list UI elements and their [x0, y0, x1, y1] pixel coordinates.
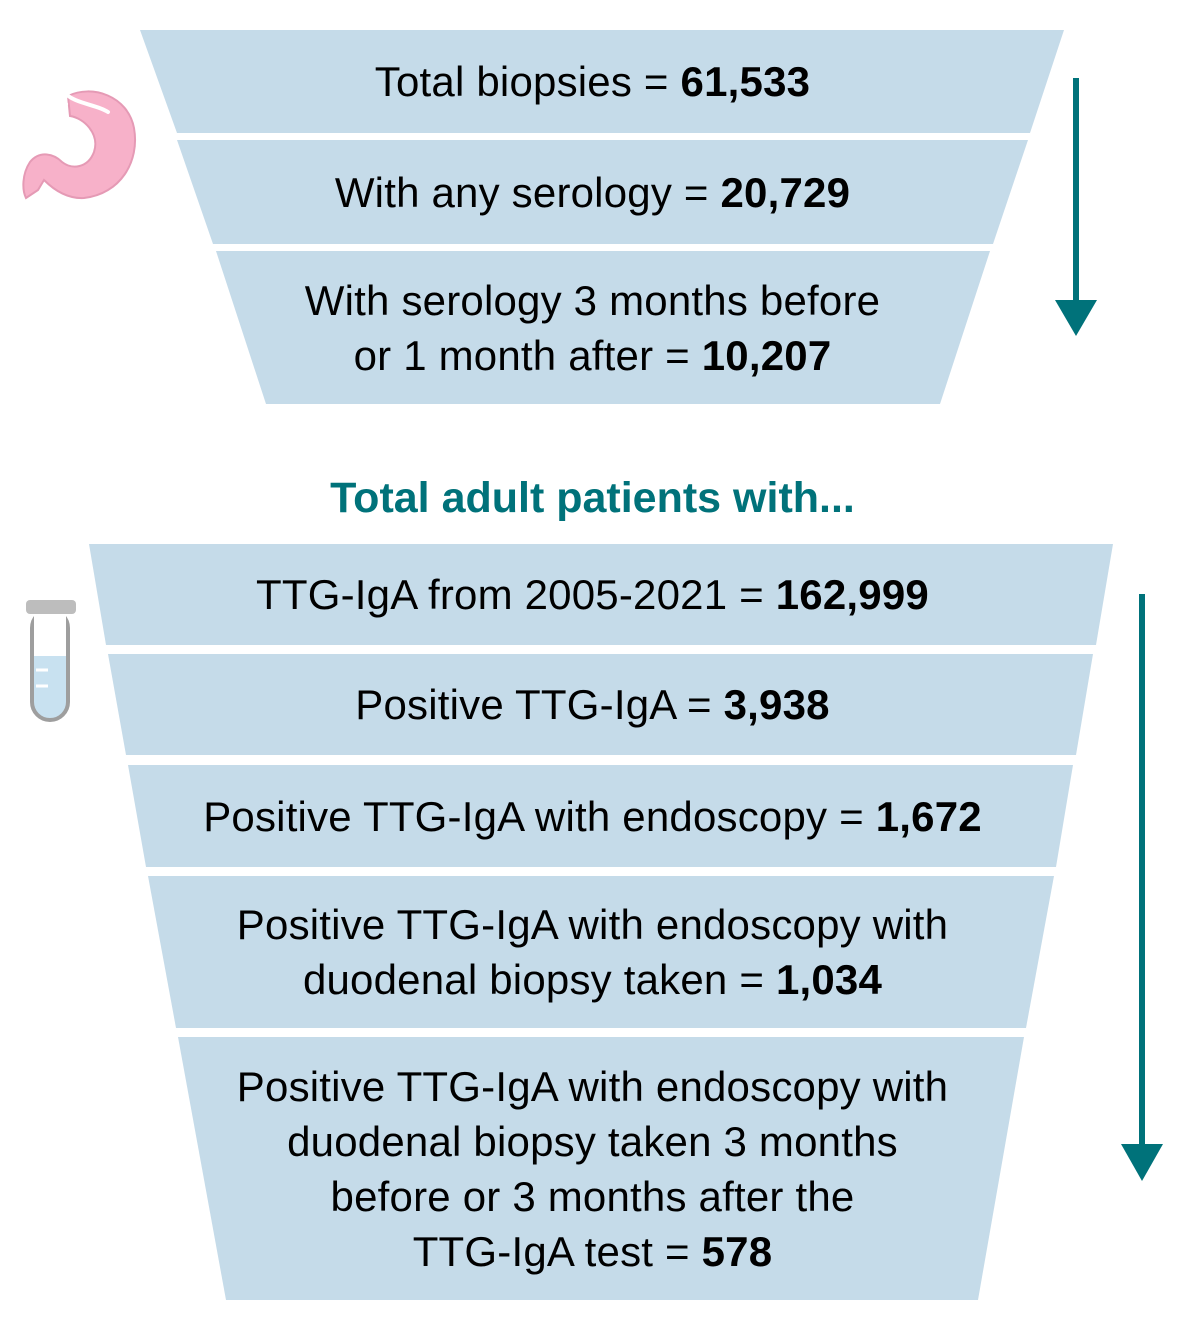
label-text: With any serology = — [334, 168, 721, 216]
label-line: Positive TTG-IgA with endoscopy with — [237, 1059, 948, 1114]
label-line: Total biopsies = 61,533 — [375, 54, 810, 109]
count-value: 578 — [701, 1227, 773, 1275]
label-text: duodenal biopsy taken 3 months — [287, 1117, 898, 1165]
count-value: 20,729 — [720, 168, 851, 216]
funnel-bottom-label: Positive TTG-IgA with endoscopy = 1,672 — [0, 765, 1185, 867]
count-value: 3,938 — [723, 681, 830, 728]
funnel-top-label: Total biopsies = 61,533 — [0, 30, 1185, 133]
label-line: With any serology = 20,729 — [335, 165, 850, 220]
funnel-bottom-label: Positive TTG-IgA with endoscopy with duod… — [0, 876, 1185, 1028]
section-heading: Total adult patients with... — [330, 473, 855, 522]
label-text: Positive TTG-IgA with endoscopy = — [203, 792, 876, 840]
label-text: TTG-IgA from 2005-2021 = — [256, 571, 776, 618]
label-line: before or 3 months after the — [237, 1169, 948, 1224]
count-value: 162,999 — [775, 571, 929, 618]
stomach-icon — [22, 86, 136, 200]
funnel-bottom-label: TTG-IgA from 2005-2021 = 162,999 — [0, 544, 1185, 645]
label-text: TTG-IgA test = — [412, 1227, 702, 1275]
arrow-down-icon — [1121, 594, 1163, 1181]
arrow-down-icon — [1055, 78, 1097, 336]
label-text: Total biopsies = — [374, 58, 681, 105]
label-line: Positive TTG-IgA with endoscopy = 1,672 — [203, 789, 982, 844]
funnel-bottom-band — [148, 876, 1054, 1028]
count-value: 1,034 — [775, 956, 883, 1003]
count-value: 1,672 — [875, 792, 982, 840]
label-line: TTG-IgA test = 578 — [237, 1224, 948, 1279]
label-line: Positive TTG-IgA with endoscopy with — [237, 897, 948, 952]
label-text: duodenal biopsy taken = — [302, 956, 776, 1003]
label-text: With serology 3 months before — [304, 276, 881, 324]
label-text: or 1 month after = — [353, 331, 702, 379]
label-line: or 1 month after = 10,207 — [305, 328, 880, 383]
label-text: Positive TTG-IgA with endoscopy with — [236, 901, 949, 948]
funnel-top-label: With serology 3 months before or 1 month … — [0, 251, 1185, 404]
test-tube-icon — [26, 600, 76, 722]
funnel-top-band — [177, 140, 1028, 244]
funnel-top-band — [216, 251, 990, 404]
label-text: Positive TTG-IgA with endoscopy with — [236, 1062, 949, 1110]
funnel-bottom-band — [108, 654, 1093, 755]
label-text: Positive TTG-IgA = — [355, 681, 724, 728]
count-value: 61,533 — [680, 58, 811, 105]
funnel-bottom-band — [89, 544, 1113, 645]
funnel-bottom-label: Positive TTG-IgA with endoscopy with duod… — [0, 1037, 1185, 1300]
label-line: With serology 3 months before — [305, 273, 880, 328]
funnel-top-band — [140, 30, 1064, 133]
label-line: duodenal biopsy taken = 1,034 — [237, 952, 948, 1007]
funnel-bottom-label: Positive TTG-IgA = 3,938 — [0, 654, 1185, 755]
count-value: 10,207 — [701, 331, 832, 379]
label-text: before or 3 months after the — [330, 1172, 855, 1220]
funnel-bottom-band — [128, 765, 1073, 867]
funnel-top-label: With any serology = 20,729 — [0, 140, 1185, 244]
label-line: duodenal biopsy taken 3 months — [237, 1114, 948, 1169]
label-line: Positive TTG-IgA = 3,938 — [355, 677, 829, 732]
label-line: TTG-IgA from 2005-2021 = 162,999 — [256, 567, 929, 622]
funnel-bottom-band — [178, 1037, 1024, 1300]
